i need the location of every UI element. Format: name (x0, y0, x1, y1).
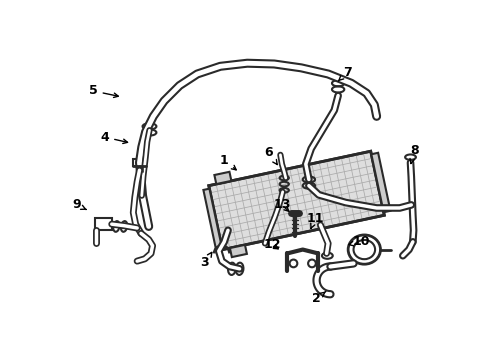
Bar (290, 169, 304, 232)
Bar (334, 160, 348, 222)
Bar (214, 172, 374, 207)
Text: 6: 6 (265, 146, 277, 165)
Bar (217, 186, 378, 221)
Bar (211, 158, 371, 193)
Text: 3: 3 (200, 252, 212, 269)
Bar (326, 161, 341, 224)
Bar (238, 180, 252, 243)
Bar (363, 153, 377, 216)
Text: 7: 7 (338, 66, 352, 81)
Bar (133, 159, 146, 166)
Text: 4: 4 (100, 131, 127, 144)
Text: 1: 1 (220, 154, 236, 170)
Bar (220, 201, 381, 236)
Text: 12: 12 (263, 238, 281, 251)
Bar (216, 185, 230, 247)
Text: 13: 13 (273, 198, 291, 211)
Bar (221, 208, 382, 243)
Bar (268, 174, 281, 237)
Bar (209, 151, 384, 250)
Text: 8: 8 (410, 144, 418, 163)
Bar (282, 171, 296, 233)
Bar (219, 194, 379, 229)
Bar (231, 182, 245, 244)
Bar (356, 155, 370, 218)
Bar (341, 158, 355, 221)
Bar (223, 183, 237, 246)
Text: 9: 9 (72, 198, 86, 211)
Bar (371, 153, 391, 212)
Bar (260, 175, 274, 238)
Bar (304, 166, 319, 229)
Bar (245, 179, 259, 241)
Bar (230, 245, 247, 257)
Bar (348, 157, 363, 219)
Bar (253, 177, 267, 240)
Bar (275, 172, 289, 235)
Bar (213, 165, 373, 200)
Text: 2: 2 (312, 291, 326, 305)
Bar (210, 152, 383, 249)
Bar (95, 218, 112, 230)
Bar (203, 189, 222, 248)
Bar (209, 151, 384, 250)
Text: 10: 10 (349, 235, 370, 248)
Bar (297, 167, 311, 230)
Text: 11: 11 (306, 212, 324, 229)
Bar (215, 172, 231, 184)
Bar (319, 163, 333, 225)
Bar (216, 180, 376, 214)
Bar (312, 165, 326, 227)
Text: 5: 5 (89, 85, 118, 98)
